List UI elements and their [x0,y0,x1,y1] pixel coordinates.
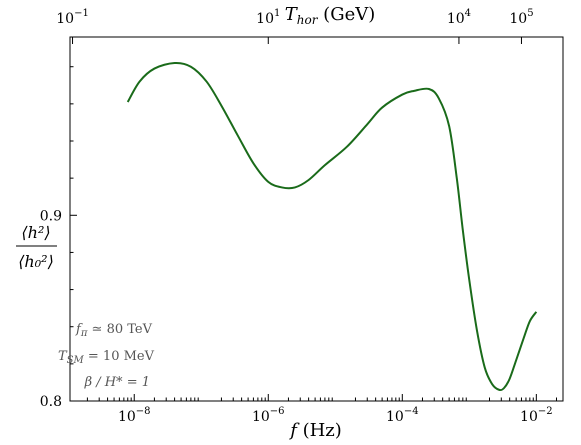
top-tick-label: 104 [447,8,471,27]
tick-labels: 10−8 10−6 10−4 10−2 10−1 101 104 105 0.8 0.9 [40,8,553,425]
plot-frame [69,36,564,402]
annotation-f-pi: fπ ≃ 80 TeV [75,322,153,339]
x-tick-label: 10−8 [118,406,151,425]
y-axis-title: ⟨h²⟩ ⟨h₀²⟩ [16,223,57,271]
top-axis-title: Thor (GeV) [285,4,376,27]
y-axis-denominator: ⟨h₀²⟩ [18,252,54,271]
x-tick-label: 10−2 [520,406,553,425]
parameter-annotations: fπ ≃ 80 TeV TSM = 10 MeV β / H* = 1 [58,322,155,390]
top-tick-label: 105 [509,8,533,27]
ticks [70,37,558,402]
y-tick-label: 0.8 [40,394,62,410]
top-tick-label: 101 [256,8,280,27]
annotation-t-sm: TSM = 10 MeV [58,349,155,366]
series-line [126,61,538,392]
y-axis-numerator: ⟨h²⟩ [21,223,50,242]
x-tick-label: 10−4 [386,406,419,425]
x-tick-label: 10−6 [252,406,285,425]
annotation-beta: β / H* = 1 [84,375,150,390]
top-tick-label: 10−1 [56,8,89,27]
y-tick-label: 0.9 [40,208,62,224]
x-axis-title: f (Hz) [288,420,342,441]
